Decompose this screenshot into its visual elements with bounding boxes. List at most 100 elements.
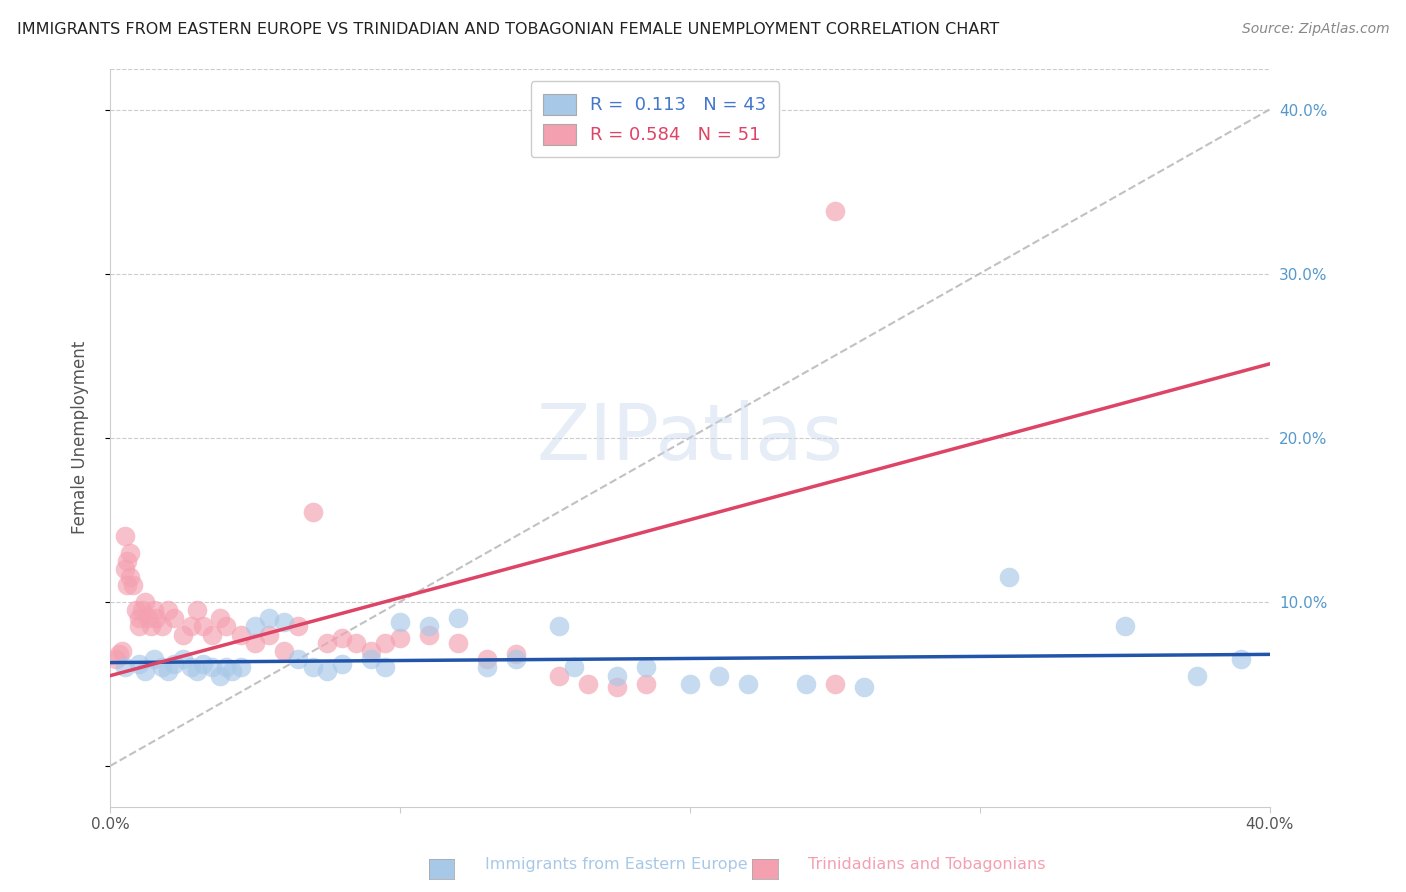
Point (128, 619, 150, 633)
Point (186, 603, 208, 617)
Point (117, 554, 139, 568)
Point (172, 652, 194, 666)
Text: Source: ZipAtlas.com: Source: ZipAtlas.com (1241, 22, 1389, 37)
Point (104, 652, 127, 666)
Point (243, 636, 266, 650)
Point (388, 615, 411, 629)
Point (824, 204, 846, 219)
Point (330, 631, 353, 645)
Point (107, 648, 129, 662)
Point (163, 611, 186, 625)
Point (636, 677, 658, 691)
Point (145, 611, 167, 625)
Point (1185, 669, 1208, 683)
Point (191, 657, 214, 672)
Point (824, 677, 846, 691)
Point (418, 628, 440, 642)
Point (122, 578, 145, 592)
Point (346, 636, 368, 650)
Point (794, 677, 817, 691)
Point (150, 660, 173, 674)
Point (505, 652, 527, 666)
Point (163, 657, 186, 672)
Point (302, 505, 325, 519)
Point (125, 603, 148, 617)
Point (287, 619, 309, 633)
Text: ZIPatlas: ZIPatlas (536, 400, 844, 475)
Point (134, 595, 156, 609)
Point (243, 619, 266, 633)
Point (200, 660, 222, 674)
Point (548, 619, 571, 633)
Point (330, 657, 353, 672)
Point (1114, 619, 1136, 633)
Point (562, 660, 585, 674)
Point (128, 657, 150, 672)
Point (120, 570, 142, 584)
Point (259, 628, 281, 642)
Point (209, 611, 232, 625)
Point (172, 628, 194, 642)
Point (221, 664, 243, 678)
Point (131, 603, 153, 617)
Point (128, 611, 150, 625)
Point (142, 603, 165, 617)
Point (287, 652, 309, 666)
Point (316, 664, 339, 678)
Point (120, 546, 142, 560)
Point (852, 680, 875, 694)
Point (316, 636, 339, 650)
Point (157, 664, 180, 678)
Point (229, 660, 252, 674)
Text: Immigrants from Eastern Europe: Immigrants from Eastern Europe (485, 857, 748, 872)
Point (142, 652, 165, 666)
Text: Trinidadians and Tobagonians: Trinidadians and Tobagonians (808, 857, 1046, 872)
Point (215, 660, 238, 674)
Point (111, 644, 134, 658)
Point (114, 529, 136, 543)
Point (679, 677, 702, 691)
Point (360, 644, 382, 658)
Point (139, 619, 162, 633)
Point (447, 636, 470, 650)
Point (136, 611, 159, 625)
Point (388, 631, 411, 645)
Point (636, 660, 658, 674)
Point (360, 652, 382, 666)
Point (606, 680, 628, 694)
Point (114, 660, 136, 674)
Point (475, 660, 498, 674)
Point (374, 636, 396, 650)
Text: IMMIGRANTS FROM EASTERN EUROPE VS TRINIDADIAN AND TOBAGONIAN FEMALE UNEMPLOYMENT: IMMIGRANTS FROM EASTERN EUROPE VS TRINID… (17, 22, 1000, 37)
Point (200, 628, 222, 642)
Point (505, 648, 527, 662)
Point (302, 660, 325, 674)
Point (215, 619, 238, 633)
Point (1229, 652, 1251, 666)
Point (548, 669, 571, 683)
Point (997, 570, 1019, 584)
Point (576, 677, 599, 691)
Point (180, 619, 202, 633)
Point (191, 619, 214, 633)
Point (259, 611, 281, 625)
Point (180, 660, 202, 674)
Legend: R =  0.113   N = 43, R = 0.584   N = 51: R = 0.113 N = 43, R = 0.584 N = 51 (531, 81, 779, 157)
Point (606, 669, 628, 683)
Point (273, 615, 295, 629)
Point (418, 619, 440, 633)
Point (150, 619, 173, 633)
Point (114, 562, 136, 576)
Point (273, 644, 295, 658)
Point (447, 611, 470, 625)
Point (134, 664, 156, 678)
Point (209, 669, 232, 683)
Point (707, 669, 730, 683)
Point (117, 578, 139, 592)
Point (374, 660, 396, 674)
Point (737, 677, 759, 691)
Point (229, 628, 252, 642)
Y-axis label: Female Unemployment: Female Unemployment (72, 341, 89, 534)
Point (157, 603, 180, 617)
Point (186, 664, 208, 678)
